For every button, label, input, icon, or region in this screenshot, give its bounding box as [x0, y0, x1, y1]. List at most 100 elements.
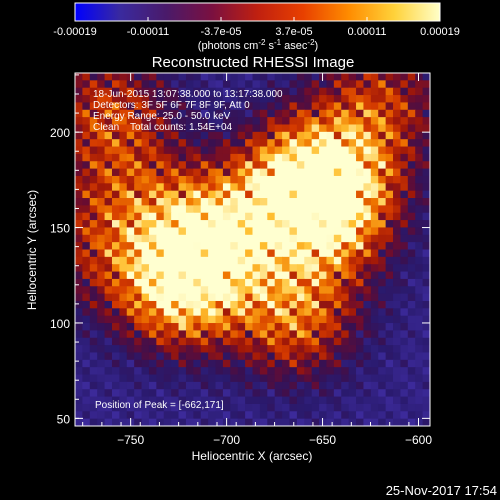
heatmap-cell [148, 220, 157, 229]
heatmap-cell [148, 359, 157, 368]
heatmap-cell [341, 227, 350, 236]
heatmap-cell [333, 242, 342, 251]
heatmap-cell [385, 234, 394, 243]
heatmap-cell [245, 234, 254, 243]
heatmap-cell [230, 330, 239, 339]
heatmap-cell [245, 286, 254, 295]
heatmap-cell [422, 249, 430, 258]
heatmap-cell [274, 381, 283, 390]
heatmap-cell [296, 205, 305, 214]
heatmap-cell [259, 220, 268, 229]
heatmap-cell [237, 367, 246, 376]
heatmap-cell [415, 183, 424, 192]
heatmap-cell [200, 278, 209, 287]
heatmap-cell [111, 418, 120, 426]
heatmap-cell [104, 139, 113, 148]
heatmap-cell [97, 212, 106, 221]
heatmap-cell [178, 330, 187, 339]
heatmap-cell [378, 374, 387, 383]
heatmap-cell [237, 256, 246, 265]
heatmap-cell [104, 300, 113, 309]
heatmap-cell [193, 278, 202, 287]
heatmap-cell [363, 190, 372, 199]
heatmap-cell [208, 198, 217, 206]
heatmap-cell [230, 389, 239, 398]
heatmap-cell [378, 87, 387, 96]
heatmap-cell [193, 374, 202, 383]
y-tick-label: 200 [50, 126, 70, 140]
heatmap-cell [89, 315, 98, 324]
heatmap-cell [104, 168, 113, 177]
heatmap-cell [126, 198, 135, 206]
heatmap-cell [341, 367, 350, 376]
heatmap-cell [378, 146, 387, 155]
heatmap-cell [148, 183, 157, 192]
heatmap-cell [407, 198, 416, 206]
heatmap-cell [126, 330, 135, 339]
heatmap-cell [282, 418, 291, 426]
heatmap-cell [252, 286, 261, 295]
heatmap-cell [267, 300, 276, 309]
y-tick-label: 150 [50, 222, 70, 236]
heatmap-cell [422, 139, 430, 148]
heatmap-cell [208, 271, 217, 280]
heatmap-cell [341, 183, 350, 192]
heatmap-cell [289, 249, 298, 258]
heatmap-cell [356, 212, 365, 221]
heatmap-cell [89, 293, 98, 302]
heatmap-cell [178, 374, 187, 383]
heatmap-cell [326, 198, 335, 206]
heatmap-cell [89, 175, 98, 184]
heatmap-cell [82, 308, 91, 317]
heatmap-cell [415, 212, 424, 221]
heatmap-cell [400, 256, 409, 265]
heatmap-cell [104, 308, 113, 317]
heatmap-cell [363, 300, 372, 309]
heatmap-cell [370, 286, 379, 295]
heatmap-cell [208, 227, 217, 236]
heatmap-cell [333, 315, 342, 324]
heatmap-cell [252, 403, 261, 412]
heatmap-cell [378, 117, 387, 126]
heatmap-cell [193, 315, 202, 324]
heatmap-cell [319, 175, 328, 184]
heatmap-cell [111, 323, 120, 331]
heatmap-cell [400, 315, 409, 324]
heatmap-cell [289, 381, 298, 390]
heatmap-cell [148, 117, 157, 126]
heatmap-cell [289, 411, 298, 420]
heatmap-cell [222, 242, 231, 251]
heatmap-cell [222, 183, 231, 192]
heatmap-cell [363, 264, 372, 273]
heatmap-cell [311, 190, 320, 199]
heatmap-cell [274, 190, 283, 199]
heatmap-cell [407, 168, 416, 177]
heatmap-cell [104, 345, 113, 354]
heatmap-cell [237, 205, 246, 214]
heatmap-cell [311, 411, 320, 420]
heatmap-cell [333, 212, 342, 221]
heatmap-cell [326, 330, 335, 339]
heatmap-cell [259, 168, 268, 177]
heatmap-cell [104, 109, 113, 118]
heatmap-cell [378, 124, 387, 133]
heatmap-cell [370, 190, 379, 199]
heatmap-cell [304, 153, 313, 162]
heatmap-cell [208, 117, 217, 126]
heatmap-cell [252, 161, 261, 170]
heatmap-cell [407, 367, 416, 376]
heatmap-cell [289, 227, 298, 236]
heatmap-cell [267, 293, 276, 302]
heatmap-cell [393, 190, 402, 199]
heatmap-cell [148, 80, 157, 89]
heatmap-cell [422, 403, 430, 412]
heatmap-cell [156, 175, 165, 184]
heatmap-cell [311, 80, 320, 89]
heatmap-cell [215, 418, 224, 426]
heatmap-cell [82, 396, 91, 405]
heatmap-cell [193, 264, 202, 273]
heatmap-cell [200, 323, 209, 331]
heatmap-cell [97, 80, 106, 89]
heatmap-cell [415, 381, 424, 390]
heatmap-cell [178, 293, 187, 302]
